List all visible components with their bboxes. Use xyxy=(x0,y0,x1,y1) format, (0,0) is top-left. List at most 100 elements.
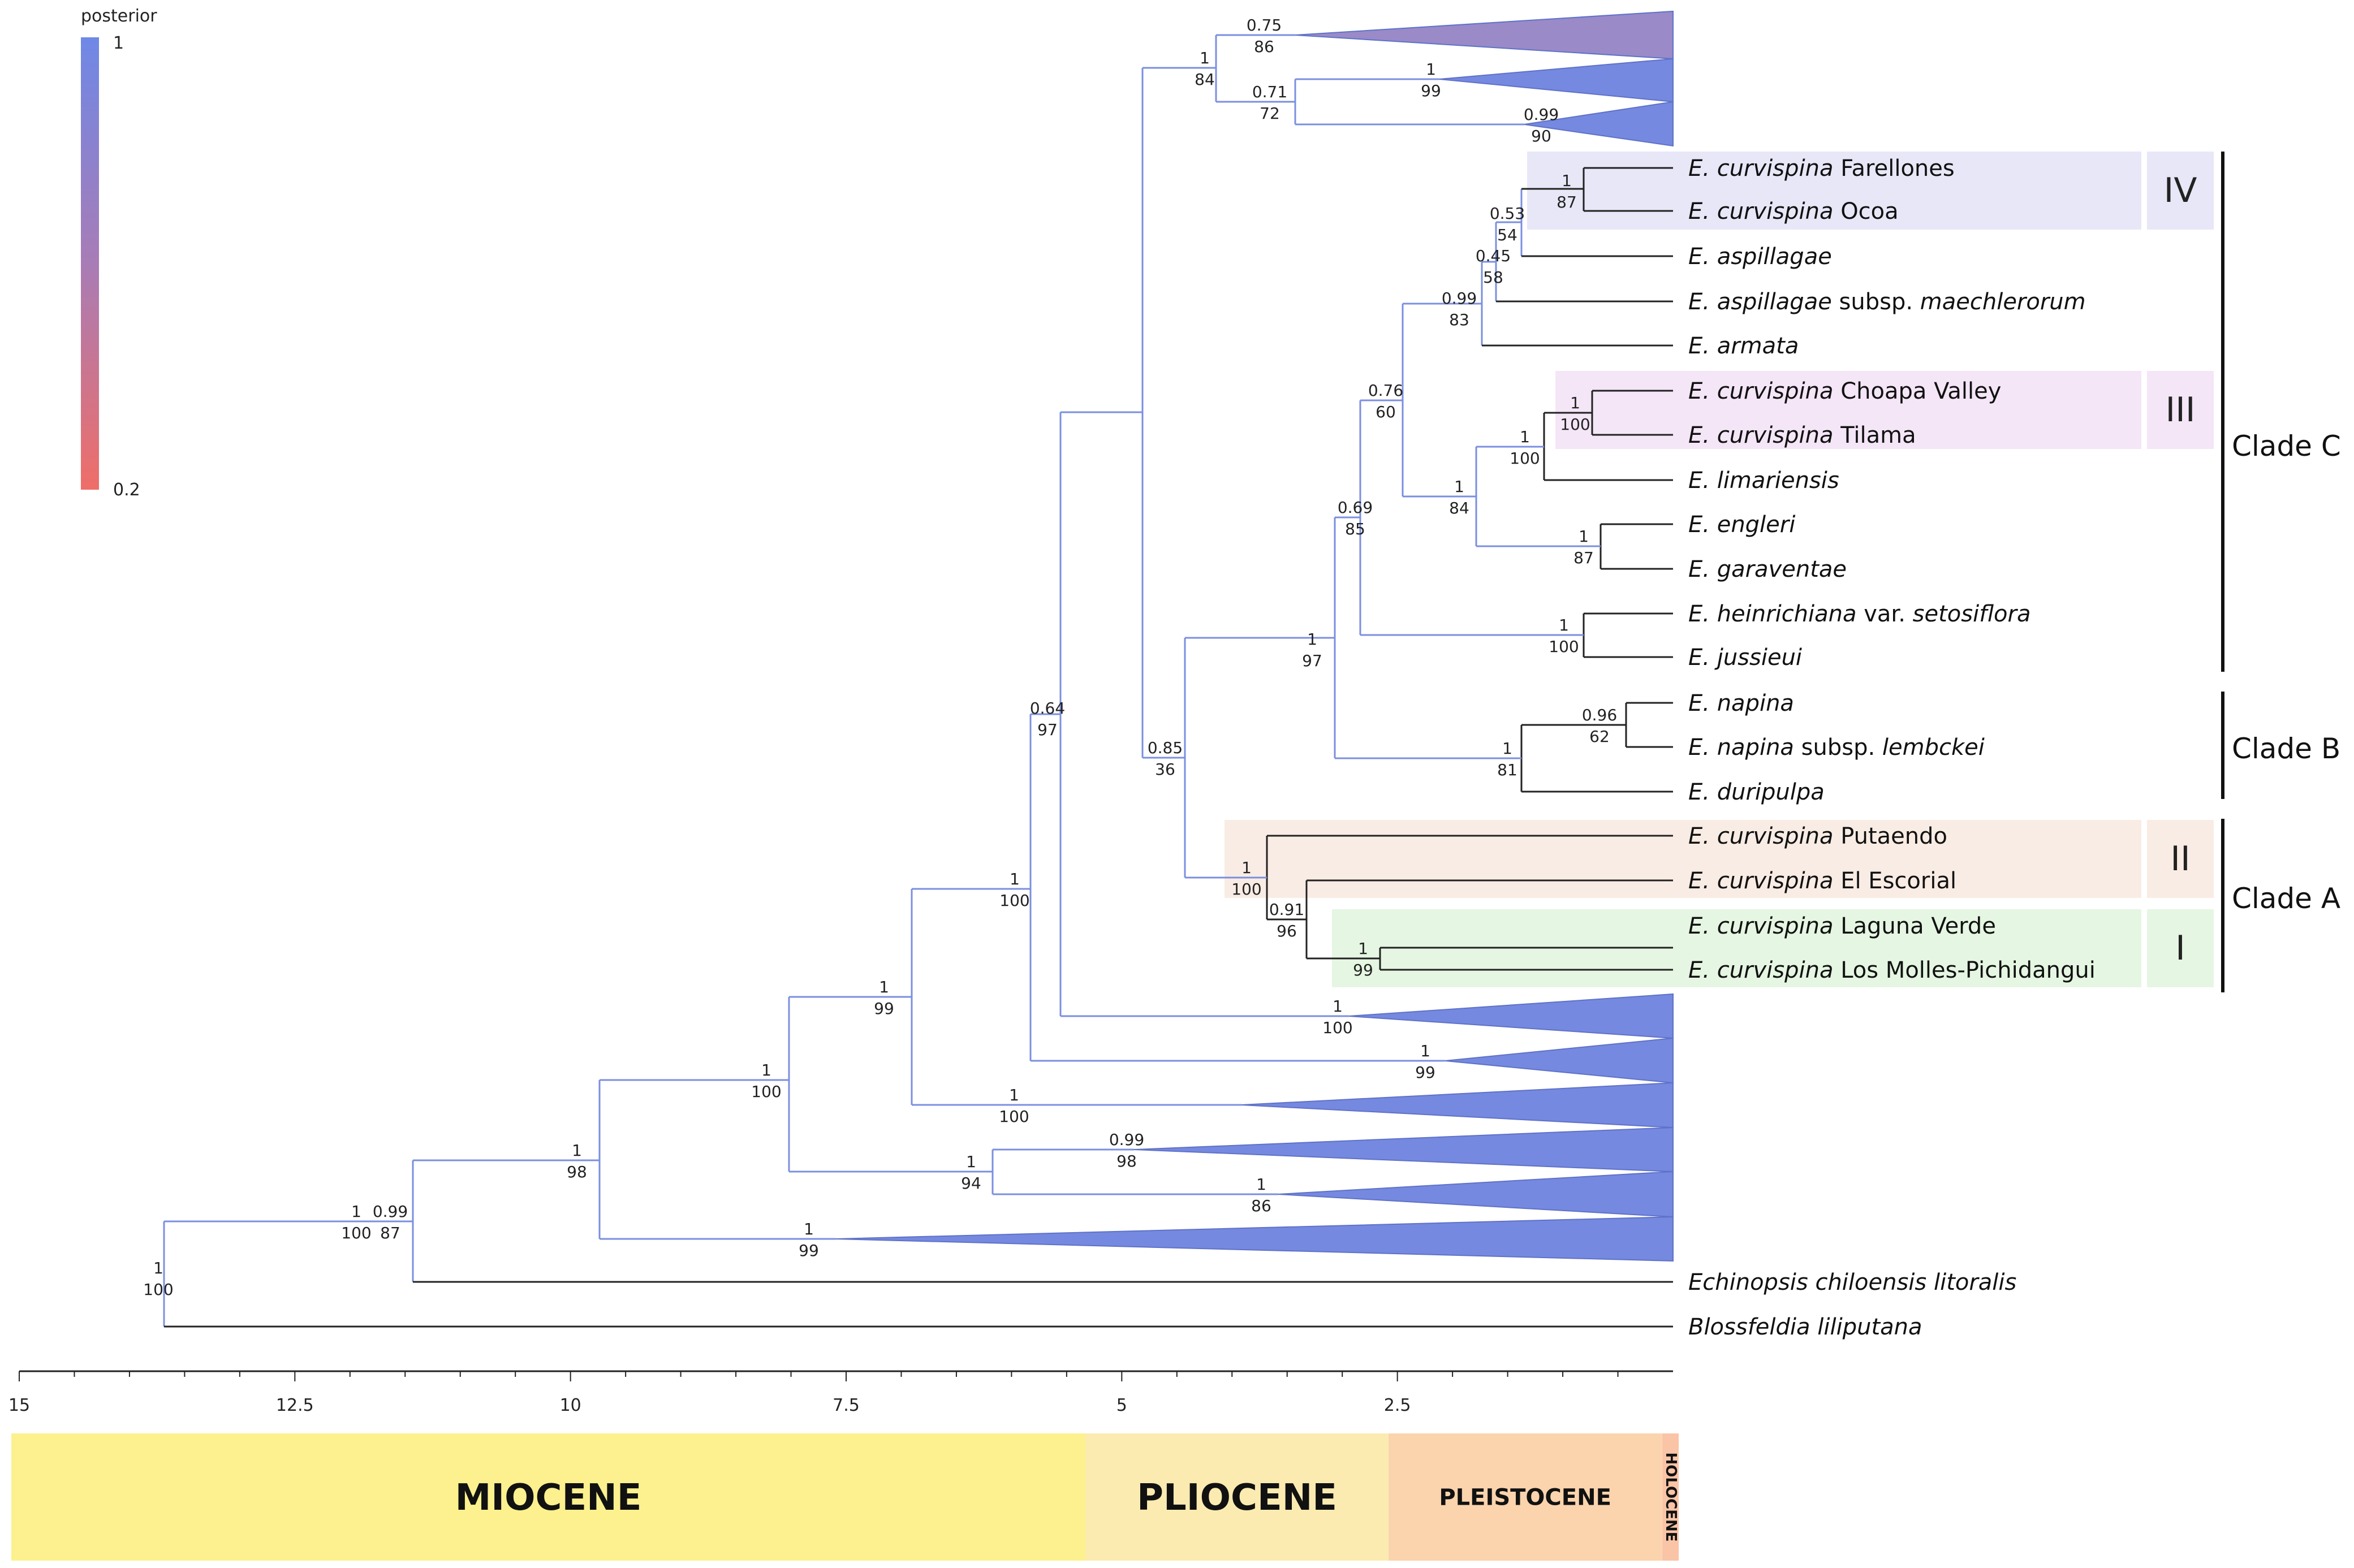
collapsed-clade-8 xyxy=(1278,1170,1674,1218)
support-bootstrap-24: 100 xyxy=(1322,1018,1352,1037)
tip-label-11: E. heinrichiana var. setosiflora xyxy=(1688,601,2030,627)
support-bootstrap-11: 100 xyxy=(1560,415,1590,434)
support-posterior-13: 1 xyxy=(1454,477,1464,496)
axis-tick-label-3: 10 xyxy=(560,1396,581,1415)
collapsed-clade-1 xyxy=(1295,10,1674,60)
tree-branches xyxy=(163,34,1673,1328)
support-posterior-38: 1 xyxy=(351,1202,361,1221)
support-posterior-12: 1 xyxy=(1520,427,1530,446)
support-posterior-7: 0.53 xyxy=(1490,204,1525,223)
tip-label-1: E. curvispina Farellones xyxy=(1688,155,1955,182)
axis-tick-label-4: 7.5 xyxy=(833,1396,860,1415)
collapsed-clade-7 xyxy=(1133,1126,1674,1173)
support-posterior-34: 1 xyxy=(572,1141,582,1160)
support-bootstrap-31: 86 xyxy=(1251,1196,1271,1215)
support-posterior-35: 0.99 xyxy=(373,1202,408,1221)
group-IV-label-box xyxy=(2147,152,2214,230)
support-posterior-15: 0.69 xyxy=(1338,498,1373,517)
support-bootstrap-4: 99 xyxy=(1421,81,1441,100)
support-bootstrap-21: 100 xyxy=(1231,880,1261,899)
support-values: 0.75 86 1 84 0.71 72 1 99 0.99 90 1 87 0.53 54 0.45 58 0… xyxy=(143,16,1617,1299)
tip-label-2: E. curvispina Ocoa xyxy=(1688,198,1899,224)
support-posterior-14: 1 xyxy=(1579,527,1589,546)
collapsed-clade-2 xyxy=(1439,58,1674,103)
support-bootstrap-18: 62 xyxy=(1589,727,1610,746)
legend-gradient-bar xyxy=(81,37,99,490)
support-bootstrap-20: 36 xyxy=(1155,760,1175,779)
support-posterior-2: 1 xyxy=(1200,49,1210,67)
epoch-pleistocene-label: PLEISTOCENE xyxy=(1439,1485,1611,1511)
support-bootstrap-13: 84 xyxy=(1449,499,1469,517)
support-bootstrap-3: 72 xyxy=(1260,104,1280,123)
collapsed-clade-9 xyxy=(835,1216,1674,1262)
epoch-pleistocene-band xyxy=(1389,1433,1662,1561)
tip-label-13: E. napina xyxy=(1688,690,1794,716)
support-posterior-32: 1 xyxy=(966,1152,976,1171)
support-bootstrap-33: 100 xyxy=(751,1082,781,1101)
support-bootstrap-1: 86 xyxy=(1254,37,1274,56)
support-posterior-29: 1 xyxy=(879,978,889,996)
support-bootstrap-15: 85 xyxy=(1345,520,1365,538)
collapsed-clade-4 xyxy=(1348,993,1674,1039)
legend-min-label: 0.2 xyxy=(113,480,140,500)
support-bootstrap-30: 98 xyxy=(1116,1152,1137,1170)
support-posterior-33: 1 xyxy=(761,1061,771,1079)
tip-label-14: E. napina subsp. lembckei xyxy=(1688,735,1985,761)
group-II-band xyxy=(1225,820,2141,898)
clade-label-2: Clade B xyxy=(2232,732,2340,765)
support-posterior-28: 1 xyxy=(1009,1086,1019,1104)
support-bootstrap-25: 97 xyxy=(1037,720,1058,739)
support-bootstrap-36: 99 xyxy=(799,1241,819,1260)
support-posterior-9: 0.99 xyxy=(1442,289,1477,308)
support-posterior-23: 1 xyxy=(1358,939,1368,958)
axis-tick-label-1: 15 xyxy=(8,1396,30,1415)
support-posterior-10: 0.76 xyxy=(1368,381,1403,400)
support-bootstrap-26: 100 xyxy=(999,891,1029,910)
support-bootstrap-29: 99 xyxy=(874,999,894,1018)
collapsed-clades xyxy=(835,10,1674,1262)
epoch-band: MIOCENE PLIOCENE PLEISTOCENE HOLOCENE xyxy=(11,1433,1679,1561)
support-bootstrap-17: 97 xyxy=(1302,651,1322,670)
support-bootstrap-7: 54 xyxy=(1497,226,1517,244)
tip-label-16: E. curvispina Putaendo xyxy=(1688,823,1947,849)
tip-label-4: E. aspillagae subsp. maechlerorum xyxy=(1688,289,2086,315)
group-II-label-box xyxy=(2147,820,2214,898)
group-label-III: III xyxy=(2165,390,2195,430)
support-posterior-18: 0.96 xyxy=(1582,706,1617,724)
support-bootstrap-22: 96 xyxy=(1277,922,1297,940)
group-label-IV: IV xyxy=(2164,171,2197,210)
support-posterior-16: 1 xyxy=(1559,616,1569,634)
tip-label-17: E. curvispina El Escorial xyxy=(1688,868,1956,894)
axis-tick-label-6: 2.5 xyxy=(1384,1396,1411,1415)
tip-label-15: E. duripulpa xyxy=(1688,779,1825,805)
support-bootstrap-28: 100 xyxy=(999,1107,1029,1126)
legend-title: posterior xyxy=(81,6,157,26)
tip-label-8: E. limariensis xyxy=(1688,468,1839,494)
group-I-label-box xyxy=(2147,909,2214,987)
time-axis: 15 12.5 10 7.5 5 2.5 xyxy=(8,1370,1673,1415)
support-bootstrap-37: 100 xyxy=(143,1280,173,1299)
tip-labels: E. curvispina Farellones E. curvispina Oc… xyxy=(1688,155,2096,1340)
support-posterior-20: 0.85 xyxy=(1148,738,1183,757)
support-posterior-24: 1 xyxy=(1333,997,1343,1016)
tip-label-21: Blossfeldia liliputana xyxy=(1688,1314,1922,1340)
collapsed-clade-5 xyxy=(1445,1037,1674,1084)
support-bootstrap-32: 94 xyxy=(961,1174,981,1193)
posterior-legend: posterior 1 0.2 xyxy=(81,6,157,500)
support-posterior-31: 1 xyxy=(1256,1175,1266,1194)
epoch-holocene-band xyxy=(1662,1433,1679,1561)
tip-label-9: E. engleri xyxy=(1688,512,1795,538)
tip-label-7: E. curvispina Tilama xyxy=(1688,422,1916,448)
group-III-band xyxy=(1555,371,2141,449)
epoch-pliocene-band xyxy=(1085,1433,1389,1561)
support-posterior-4: 1 xyxy=(1426,60,1436,79)
support-bootstrap-2: 84 xyxy=(1195,70,1215,89)
support-posterior-26: 1 xyxy=(1010,870,1020,888)
group-label-I: I xyxy=(2175,928,2185,968)
support-posterior-25: 0.64 xyxy=(1030,699,1065,718)
support-bootstrap-23: 99 xyxy=(1353,961,1373,979)
group-III-label-box xyxy=(2147,371,2214,449)
tip-label-5: E. armata xyxy=(1688,333,1799,359)
epoch-holocene-label: HOLOCENE xyxy=(1662,1453,1679,1542)
